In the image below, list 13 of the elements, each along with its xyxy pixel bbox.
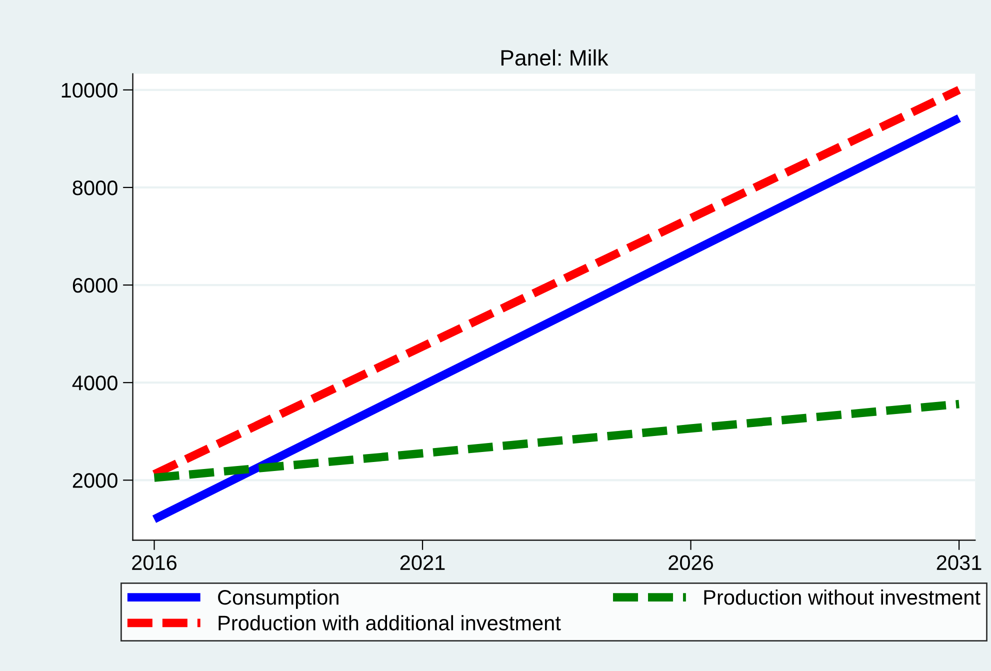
x-tick-label: 2021 — [400, 555, 445, 570]
y-tick-label: 4000 — [72, 376, 118, 390]
legend-label: Production with additional investment — [218, 615, 561, 630]
chart-title: Panel: Milk — [501, 49, 608, 66]
legend-label: Consumption — [218, 589, 338, 609]
y-tick-label: 2000 — [72, 473, 118, 488]
x-tick-label: 2026 — [668, 555, 714, 570]
x-tick-label: 2016 — [132, 555, 177, 570]
y-tick-label: 6000 — [72, 278, 118, 293]
y-tick-label: 8000 — [72, 180, 118, 196]
legend-label: Production without investment — [704, 589, 980, 605]
y-tick-label: 10000 — [62, 82, 118, 98]
x-tick-label: 2031 — [936, 555, 982, 570]
